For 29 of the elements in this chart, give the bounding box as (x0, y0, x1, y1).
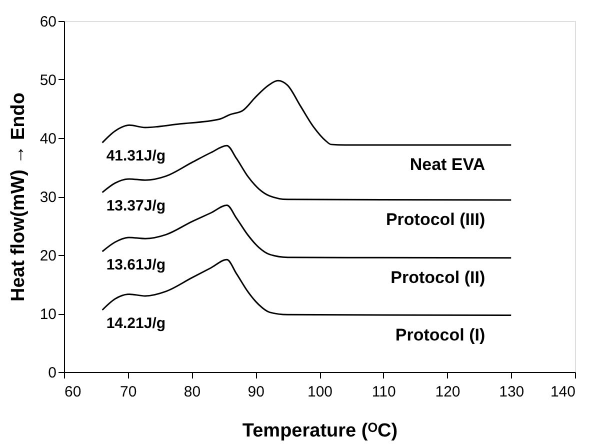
line-series (102, 80, 512, 146)
annotation: 14.21J/g (106, 314, 166, 332)
y-tick-label: 0 (48, 364, 56, 382)
x-tick-label: 80 (184, 384, 201, 400)
annotation: 13.37J/g (106, 197, 166, 214)
x-tick-label: 70 (120, 384, 137, 400)
y-tick-label: 10 (40, 306, 56, 323)
y-tick-label: 40 (40, 130, 56, 148)
annotation: 13.61J/g (106, 256, 166, 274)
y-tick-label: 20 (40, 248, 56, 264)
series-label: Neat EVA (410, 155, 486, 174)
x-tick-label: 60 (64, 384, 82, 400)
x-tick-label: 90 (248, 384, 264, 400)
y-tick-label: 50 (40, 72, 56, 89)
series-label: Protocol (I) (395, 325, 486, 344)
x-tick-label: 110 (372, 384, 396, 400)
x-tick-label: 130 (499, 384, 524, 400)
line-series (102, 258, 512, 316)
annotation: 41.31J/g (106, 148, 166, 165)
y-tick-label: 60 (40, 14, 56, 30)
y-axis-title: Heat flow(mW) → Endo (8, 92, 29, 302)
line-series (102, 144, 512, 201)
series-label: Protocol (III) (386, 210, 486, 230)
x-tick-label: 140 (550, 384, 576, 400)
series-label: Protocol (II) (390, 268, 486, 287)
x-tick-label: 100 (307, 384, 333, 400)
x-tick-label: 120 (435, 384, 460, 400)
x-axis-title: Temperature (ᴼC) (242, 420, 398, 442)
y-tick-label: 30 (40, 189, 56, 206)
